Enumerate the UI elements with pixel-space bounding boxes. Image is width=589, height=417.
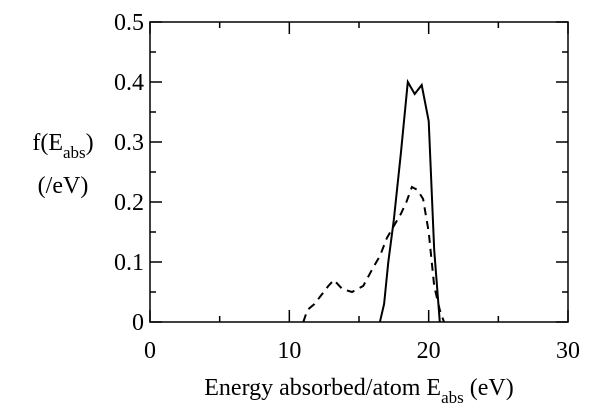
y-tick-label: 0.3: [114, 130, 144, 156]
x-axis-label-main: Energy absorbed/atom E: [204, 375, 441, 401]
axis-ticks: 0 10 20 30 0 0.1 0.2 0.3 0.4 0.5: [114, 10, 580, 364]
x-axis-label-sub: abs: [441, 388, 464, 407]
y-tick-label: 0.2: [114, 190, 144, 216]
y-tick-label: 0.5: [114, 10, 144, 36]
y-tick-label: 0: [132, 310, 144, 336]
plot-area: [149, 21, 569, 323]
y-tick-label: 0.1: [114, 250, 144, 276]
x-tick-label: 20: [417, 338, 441, 364]
series-line-solid: [378, 78, 441, 323]
y-axis-label-main: f(E: [32, 130, 63, 156]
y-tick-label: 0.4: [114, 70, 144, 96]
plot-border: [149, 21, 569, 323]
y-axis-label-line1: f(Eabs): [32, 130, 93, 162]
y-axis-label-sub: abs: [63, 143, 86, 162]
x-axis-label: Energy absorbed/atom Eabs (eV): [204, 375, 513, 407]
y-axis-label-close: ): [86, 130, 94, 156]
x-tick-label: 30: [556, 338, 580, 364]
x-tick-label: 0: [144, 338, 156, 364]
x-axis-label-unit: (eV): [470, 375, 514, 401]
series-layer: [302, 78, 445, 323]
y-axis-label-line2: (/eV): [38, 173, 89, 199]
x-tick-label: 10: [277, 338, 301, 364]
series-line-dashed: [302, 185, 445, 323]
